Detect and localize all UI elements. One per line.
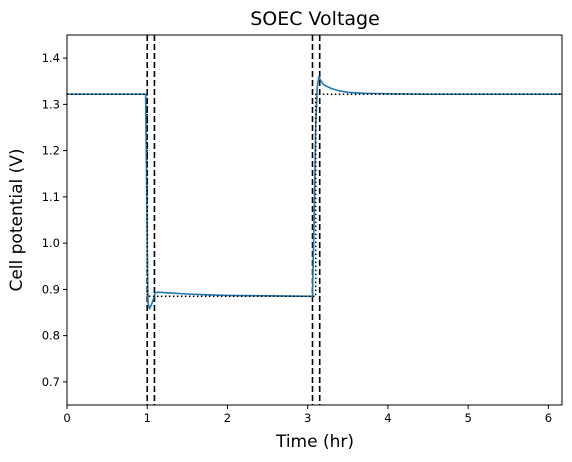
voltage-line xyxy=(67,75,562,310)
x-axis-ticks: 0 1 2 3 4 5 6 xyxy=(63,405,552,425)
x-tick-label: 4 xyxy=(384,411,391,425)
y-axis-ticks: 0.7 0.8 0.9 1.0 1.1 1.2 1.3 1.4 xyxy=(42,51,67,389)
x-tick-label: 3 xyxy=(304,411,311,425)
y-tick-label: 1.1 xyxy=(42,190,60,204)
x-tick-label: 6 xyxy=(545,411,552,425)
y-axis-label: Cell potential (V) xyxy=(7,148,27,291)
x-axis-label: Time (hr) xyxy=(275,432,354,452)
y-tick-label: 0.7 xyxy=(42,375,60,389)
plot-marks xyxy=(67,35,562,405)
y-tick-label: 0.9 xyxy=(42,282,60,296)
x-tick-label: 2 xyxy=(224,411,231,425)
chart-title: SOEC Voltage xyxy=(250,8,380,30)
y-tick-label: 1.4 xyxy=(42,51,60,65)
y-tick-label: 0.8 xyxy=(42,329,60,343)
y-tick-label: 1.2 xyxy=(42,144,60,158)
x-tick-label: 1 xyxy=(144,411,151,425)
plot-frame xyxy=(66,34,563,406)
y-tick-label: 1.3 xyxy=(42,97,60,111)
x-tick-label: 0 xyxy=(63,411,70,425)
y-tick-label: 1.0 xyxy=(42,236,60,250)
x-tick-label: 5 xyxy=(464,411,471,425)
